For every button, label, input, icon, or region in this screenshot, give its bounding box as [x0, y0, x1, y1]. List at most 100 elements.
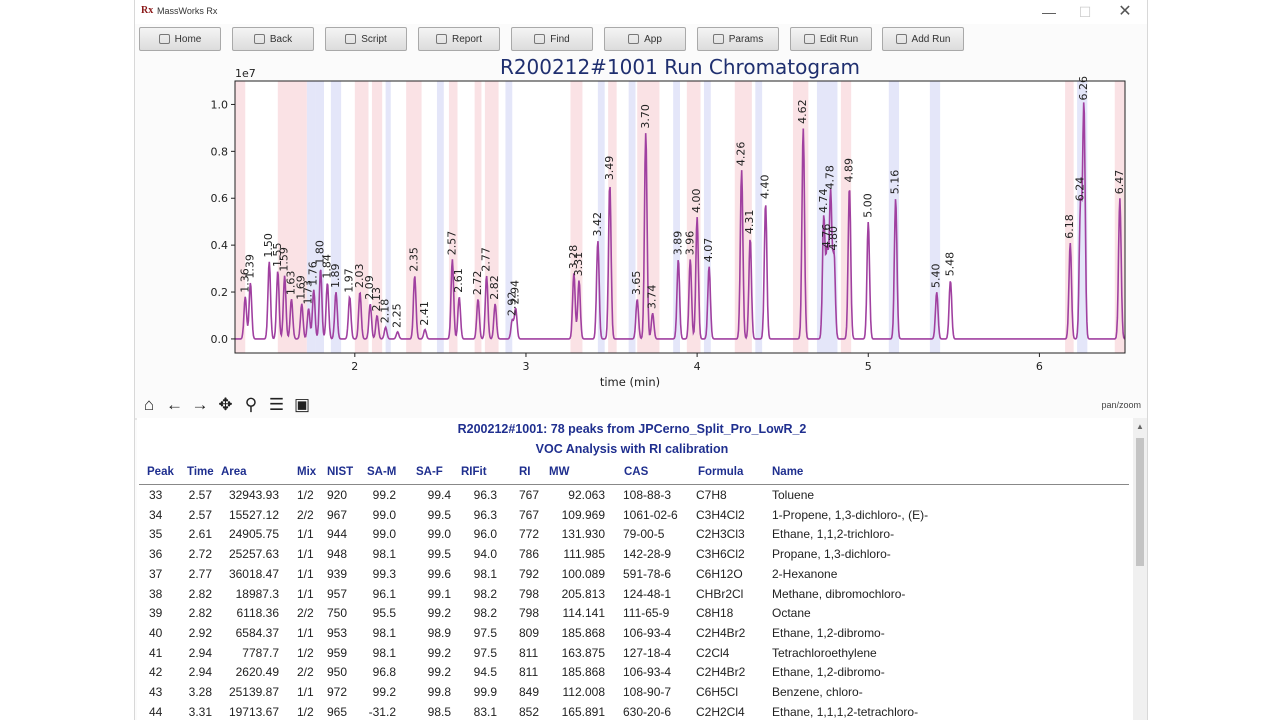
maximize-button[interactable]: ☐	[1078, 4, 1092, 20]
main-toolbar: Home Back Script Report Find App Params Edit Ru…	[135, 27, 1147, 53]
cell-area: 18987.3	[235, 586, 279, 601]
vertical-scrollbar[interactable]: ▲	[1133, 418, 1147, 720]
table-row[interactable]: 43 3.28 25139.87 1/1 972 99.2 99.8 99.9 849 112.0…	[139, 682, 1129, 702]
script-button[interactable]: Script	[325, 27, 407, 51]
table-row[interactable]: 35 2.61 24905.75 1/1 944 99.0 99.0 96.0 772 131.9…	[139, 524, 1129, 544]
cell-rifit: 94.5	[473, 665, 497, 680]
add-icon	[895, 34, 907, 44]
table-row[interactable]: 36 2.72 25257.63 1/1 948 98.1 99.5 94.0 786 111.9…	[139, 544, 1129, 564]
app-button[interactable]: App	[604, 27, 686, 51]
configure-subplots-icon[interactable]: ☰	[268, 395, 285, 414]
zoom-icon[interactable]: ⚲	[244, 395, 258, 414]
cell-nist: 950	[327, 665, 348, 680]
cell-formula: C3H4Cl2	[696, 507, 745, 522]
cell-rifit: 96.3	[473, 488, 497, 502]
peak-band	[1065, 81, 1074, 353]
peak-band	[597, 81, 605, 353]
peak-label: 5.00	[861, 193, 874, 218]
table-header: Peak Time Area Mix NIST SA-M SA-F RIFit RI MW CAS F…	[139, 462, 1129, 485]
table-row[interactable]: 41 2.94 7787.7 1/2 959 98.1 99.2 97.5 811 163.875…	[139, 643, 1129, 663]
column-header-area[interactable]: Area	[221, 466, 247, 478]
minimize-button[interactable]: —	[1042, 4, 1056, 20]
table-row[interactable]: 37 2.77 36018.47 1/1 939 99.3 99.6 98.1 792 100.0…	[139, 564, 1129, 584]
column-header-name[interactable]: Name	[772, 466, 804, 478]
cell-sa-m: 96.1	[372, 586, 396, 601]
table-row[interactable]: 44 3.31 19713.67 1/2 965 -31.2 98.5 83.1 852 165.…	[139, 702, 1129, 720]
find-button[interactable]: Find	[511, 27, 593, 51]
peak-label: 1.55	[271, 242, 284, 267]
column-header-cas[interactable]: CAS	[624, 466, 649, 478]
app-logo: Rx	[141, 5, 154, 16]
cell-mix: 1/1	[297, 566, 314, 581]
column-header-time[interactable]: Time	[187, 466, 214, 478]
chromatogram-chart[interactable]: R200212#1001 Run Chromatogram 1.36 1.39 1.5…	[135, 54, 1147, 394]
cell-nist: 939	[327, 566, 348, 581]
search-icon	[534, 34, 546, 44]
cell-formula: C2H4Br2	[696, 665, 746, 680]
column-header-mw[interactable]: MW	[549, 466, 570, 478]
column-header-ri[interactable]: RI	[519, 466, 531, 478]
back-button[interactable]: Back	[232, 27, 314, 51]
cell-ri: 767	[519, 507, 540, 522]
cell-name: Propane, 1,3-dichloro-	[772, 547, 891, 562]
cell-formula: C6H5Cl	[696, 685, 739, 699]
peak-label: 4.00	[690, 189, 703, 214]
chart-svg[interactable]: R200212#1001 Run Chromatogram 1.361.39 1.5…	[135, 54, 1147, 394]
report-button[interactable]: Report	[418, 27, 500, 51]
column-header-mix[interactable]: Mix	[297, 466, 317, 478]
peak-label: 2.25	[391, 303, 404, 328]
back-arrow-icon[interactable]: ←	[166, 395, 183, 414]
save-figure-icon[interactable]: ▣	[293, 395, 311, 414]
table-row[interactable]: 33 2.57 32943.93 1/2 920 99.2 99.4 96.3 767 92.06…	[139, 485, 1129, 505]
pan-icon[interactable]: ✥	[218, 395, 233, 414]
peak-label: 3.74	[646, 285, 659, 310]
cell-mix: 1/2	[297, 488, 314, 502]
peak-label: 1.97	[343, 268, 356, 293]
cell-formula: C2H4Br2	[696, 625, 746, 640]
table-row[interactable]: 34 2.57 15527.12 2/2 967 99.0 99.5 96.3 767 109.9…	[139, 505, 1129, 525]
edit-run-button[interactable]: Edit Run	[790, 27, 872, 51]
cell-ri: 767	[519, 488, 540, 502]
column-header-formula[interactable]: Formula	[698, 466, 744, 478]
peak-label: 2.72	[471, 271, 484, 296]
home-view-icon[interactable]: ⌂	[143, 395, 155, 414]
peak-label: 2.35	[408, 247, 421, 272]
cell-peak: 33	[149, 488, 163, 502]
cell-nist: 959	[327, 645, 348, 660]
cell-mix: 1/1	[297, 547, 314, 562]
cell-sa-f: 99.2	[427, 606, 451, 621]
peak-band	[929, 81, 941, 353]
cell-mix: 1/1	[297, 625, 314, 640]
add-run-button[interactable]: Add Run	[882, 27, 964, 51]
forward-arrow-icon[interactable]: →	[191, 395, 209, 414]
close-button[interactable]: ✕	[1118, 3, 1132, 20]
column-header-rifit[interactable]: RIFit	[461, 466, 487, 478]
column-header-nist[interactable]: NIST	[327, 466, 354, 478]
cell-peak: 44	[149, 704, 163, 719]
column-header-sa-f[interactable]: SA-F	[416, 466, 443, 478]
table-row[interactable]: 42 2.94 2620.49 2/2 950 96.8 99.2 94.5 811 185.86…	[139, 662, 1129, 682]
table-row[interactable]: 38 2.82 18987.3 1/1 957 96.1 99.1 98.2 798 205.81…	[139, 584, 1129, 604]
column-header-peak[interactable]: Peak	[147, 466, 174, 478]
peak-label: 6.18	[1063, 214, 1076, 239]
cell-area: 24905.75	[228, 527, 279, 542]
cell-name: Ethane, 1,1,2-trichloro-	[772, 527, 895, 542]
cell-rifit: 94.0	[473, 547, 497, 562]
peak-band	[306, 81, 316, 353]
y-tick-label: 0.8	[211, 145, 229, 158]
column-header-sa-m[interactable]: SA-M	[367, 466, 397, 478]
scrollbar-thumb[interactable]	[1136, 438, 1144, 566]
cell-area: 6118.36	[236, 606, 280, 621]
home-button[interactable]: Home	[139, 27, 221, 51]
table-row[interactable]: 40 2.92 6584.37 1/1 953 98.1 98.9 97.5 809 185.86…	[139, 623, 1129, 643]
scroll-up-icon[interactable]: ▲	[1136, 422, 1144, 431]
mode-label: pan/zoom	[1101, 400, 1141, 410]
table-row[interactable]: 39 2.82 6118.36 2/2 750 95.5 99.2 98.2 798 114.14…	[139, 603, 1129, 623]
cell-time: 2.77	[188, 566, 212, 581]
params-button[interactable]: Params	[697, 27, 779, 51]
peak-label: 1.89	[329, 264, 342, 289]
window-title: MassWorks Rx	[157, 6, 218, 16]
peak-table-panel: R200212#1001: 78 peaks from JPCerno_Spli…	[137, 418, 1147, 720]
cell-rifit: 96.0	[473, 527, 497, 542]
cell-mix: 2/2	[297, 507, 314, 522]
